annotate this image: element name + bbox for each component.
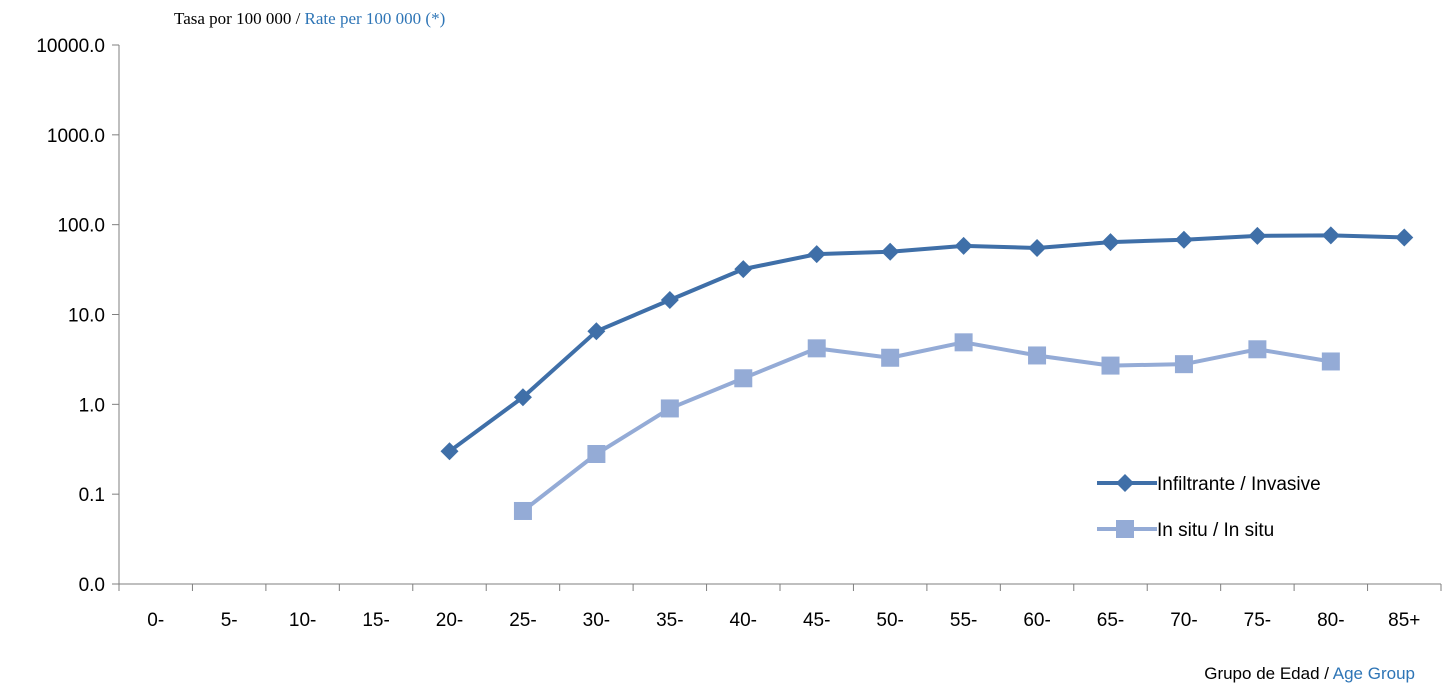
data-point-invasive bbox=[1174, 230, 1193, 249]
x-tick-label: 60- bbox=[1023, 610, 1050, 631]
x-tick-labels: 0- 5- 10- 15- 20- 25- 30- 35- 40- 45- 50- 55- 60- 65-… bbox=[147, 610, 1420, 631]
x-tick-label: 40- bbox=[730, 610, 757, 631]
data-point-invasive bbox=[1248, 226, 1267, 245]
data-point-insitu bbox=[587, 444, 606, 463]
legend-square-icon bbox=[1116, 520, 1134, 538]
x-tick-label: 70- bbox=[1170, 610, 1197, 631]
data-point-insitu bbox=[513, 501, 532, 520]
legend-diamond-icon bbox=[1116, 474, 1134, 492]
x-tick-label: 30- bbox=[583, 610, 610, 631]
data-point-invasive bbox=[734, 260, 753, 279]
x-tick-label: 55- bbox=[950, 610, 977, 631]
x-tick-label: 15- bbox=[362, 610, 389, 631]
data-point-insitu bbox=[1028, 346, 1047, 365]
legend: Infiltrante / Invasive In situ / In situ bbox=[1097, 474, 1321, 541]
y-tick-label: 1.0 bbox=[79, 395, 105, 416]
data-point-insitu bbox=[954, 333, 973, 352]
data-point-invasive bbox=[513, 388, 532, 407]
series-line-insitu bbox=[521, 340, 1332, 513]
data-point-insitu bbox=[1321, 352, 1340, 371]
legend-insitu-marker bbox=[1116, 520, 1134, 538]
y-tick-label: 0.1 bbox=[79, 485, 105, 506]
x-axis-title-es: Grupo de Edad / bbox=[1204, 664, 1333, 683]
x-tick-label: 5- bbox=[221, 610, 238, 631]
x-tick-label: 0- bbox=[147, 610, 164, 631]
x-tick-label: 50- bbox=[876, 610, 903, 631]
y-tick-label: 10000.0 bbox=[36, 36, 105, 57]
x-tick-label: 25- bbox=[509, 610, 536, 631]
y-axis-title-es: Tasa por 100 000 / bbox=[174, 9, 305, 28]
x-tick-label: 20- bbox=[436, 610, 463, 631]
series-layer bbox=[440, 226, 1414, 520]
y-tick-label: 100.0 bbox=[57, 216, 105, 237]
y-tick-label: 0.0 bbox=[79, 575, 105, 596]
data-point-invasive bbox=[954, 236, 973, 255]
x-tick-label: 85+ bbox=[1388, 610, 1420, 631]
y-tick-label: 10.0 bbox=[68, 306, 105, 327]
data-point-insitu bbox=[734, 369, 753, 388]
legend-invasive-label: Infiltrante / Invasive bbox=[1157, 474, 1321, 495]
y-axis-title-en: Rate per 100 000 (*) bbox=[305, 9, 446, 28]
data-point-invasive bbox=[1101, 233, 1120, 252]
x-tick-label: 10- bbox=[289, 610, 316, 631]
data-point-invasive bbox=[1321, 226, 1340, 245]
x-tick-label: 45- bbox=[803, 610, 830, 631]
axes bbox=[112, 44, 1442, 591]
data-point-invasive bbox=[807, 245, 826, 264]
data-point-insitu bbox=[1248, 340, 1267, 359]
x-axis-title-en: Age Group bbox=[1333, 664, 1415, 683]
data-point-invasive bbox=[440, 442, 459, 461]
series-line-invasive bbox=[448, 233, 1405, 453]
x-tick-label: 65- bbox=[1097, 610, 1124, 631]
x-tick-label: 75- bbox=[1244, 610, 1271, 631]
data-point-invasive bbox=[1395, 228, 1414, 247]
y-axis-title: Tasa por 100 000 / Rate per 100 000 (*) bbox=[174, 9, 445, 28]
data-point-invasive bbox=[660, 291, 679, 310]
x-axis-title: Grupo de Edad / Age Group bbox=[1204, 664, 1415, 683]
data-point-insitu bbox=[1174, 355, 1193, 374]
x-tick-label: 35- bbox=[656, 610, 683, 631]
data-point-invasive bbox=[881, 242, 900, 261]
data-point-insitu bbox=[660, 399, 679, 418]
legend-invasive-marker bbox=[1116, 474, 1134, 492]
legend-insitu-label: In situ / In situ bbox=[1157, 520, 1274, 541]
data-point-invasive bbox=[587, 322, 606, 341]
data-point-invasive bbox=[1028, 238, 1047, 257]
data-point-insitu bbox=[807, 339, 826, 358]
y-tick-labels: 0.0 0.1 1.0 10.0 100.0 1000.0 10000.0 bbox=[36, 36, 105, 596]
x-tick-label: 80- bbox=[1317, 610, 1344, 631]
y-tick-label: 1000.0 bbox=[47, 126, 105, 147]
data-point-insitu bbox=[881, 348, 900, 367]
data-point-insitu bbox=[1101, 356, 1120, 375]
